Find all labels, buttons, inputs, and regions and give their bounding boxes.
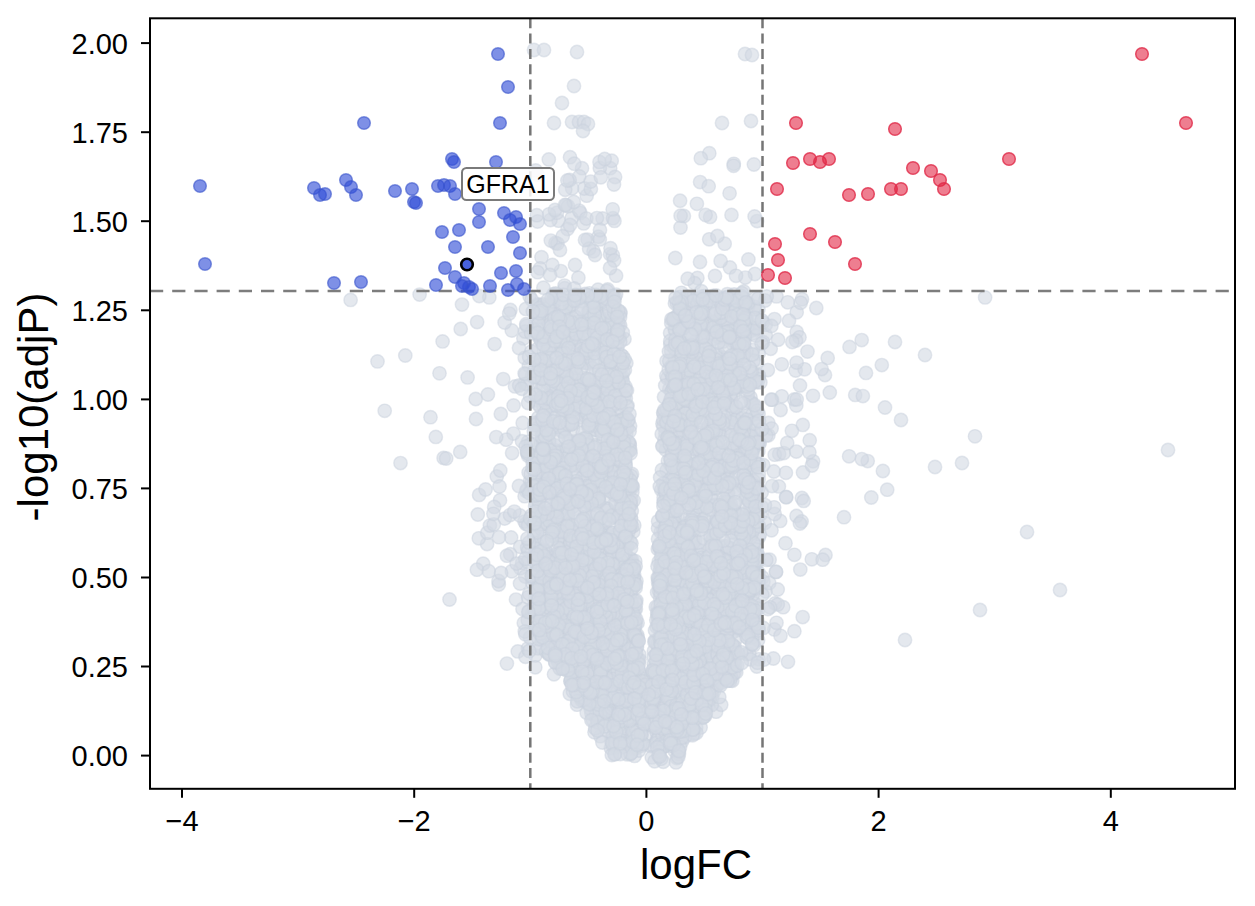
svg-text:GFRA1: GFRA1 — [466, 170, 549, 198]
svg-text:0.25: 0.25 — [72, 651, 128, 683]
svg-text:logFC: logFC — [640, 841, 752, 888]
svg-text:1.50: 1.50 — [72, 206, 128, 238]
svg-text:1.75: 1.75 — [72, 117, 128, 149]
svg-text:1.00: 1.00 — [72, 384, 128, 416]
svg-text:0.75: 0.75 — [72, 473, 128, 505]
svg-text:4: 4 — [1103, 805, 1119, 837]
svg-text:−4: −4 — [165, 805, 198, 837]
svg-text:-log10(adjP): -log10(adjP) — [10, 293, 57, 522]
svg-text:1.25: 1.25 — [72, 295, 128, 327]
svg-text:0.50: 0.50 — [72, 562, 128, 594]
svg-text:2: 2 — [871, 805, 887, 837]
svg-text:2.00: 2.00 — [72, 28, 128, 60]
svg-text:0.00: 0.00 — [72, 740, 128, 772]
svg-text:−2: −2 — [398, 805, 431, 837]
svg-text:0: 0 — [638, 805, 654, 837]
